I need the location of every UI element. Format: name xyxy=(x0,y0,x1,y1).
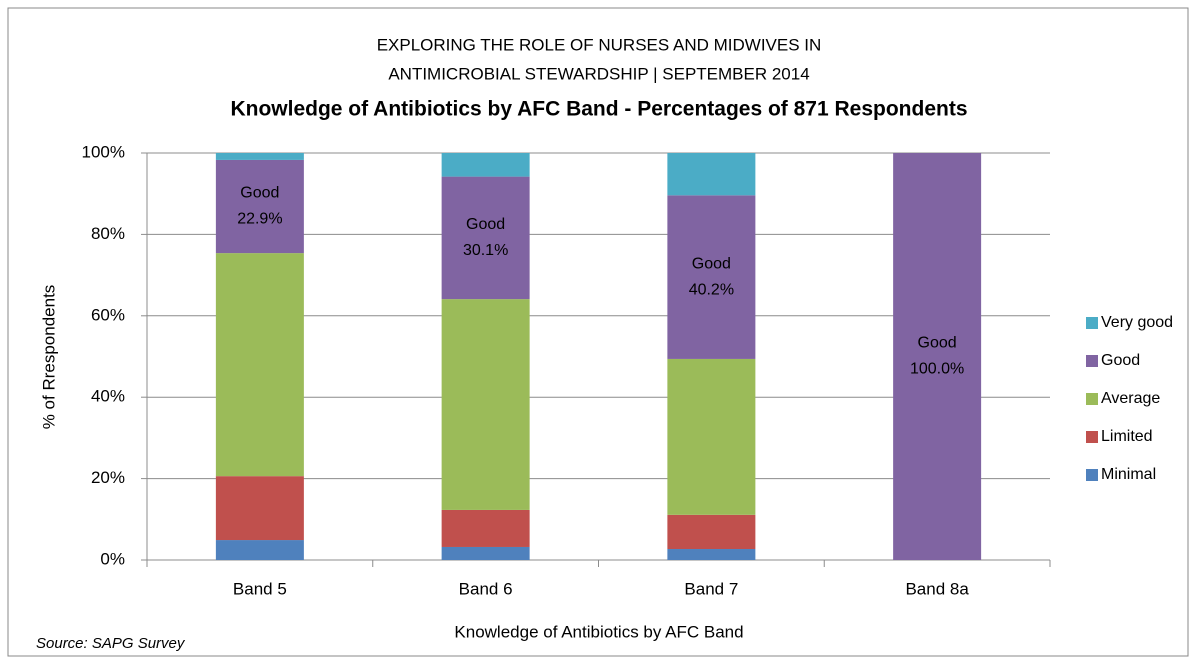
bar-segment xyxy=(441,176,530,300)
y-tick-label: 20% xyxy=(91,468,125,487)
legend-label: Very good xyxy=(1101,314,1173,331)
chart-title: ANTIMICROBIAL STEWARDSHIP | SEPTEMBER 20… xyxy=(388,64,809,83)
data-label-name: Good xyxy=(692,255,731,272)
bar-segment xyxy=(215,476,304,541)
y-tick-label: 80% xyxy=(91,224,125,243)
x-tick-label: Band 8a xyxy=(905,579,969,598)
bar-segment xyxy=(667,195,756,359)
x-tick-label: Band 6 xyxy=(459,579,513,598)
data-label: 100.0% xyxy=(910,361,964,378)
data-label: 40.2% xyxy=(689,281,734,298)
bar-segment xyxy=(441,546,530,560)
data-label-name: Good xyxy=(918,335,957,352)
bar-segment xyxy=(667,549,756,560)
chart-border xyxy=(7,7,1189,657)
bar-segment xyxy=(667,514,756,550)
bar-segment xyxy=(215,540,304,560)
legend-swatch xyxy=(1086,393,1098,405)
bar-segment xyxy=(215,153,304,160)
x-axis-label: Knowledge of Antibiotics by AFC Band xyxy=(454,622,743,641)
bar-segment xyxy=(441,153,530,177)
x-tick-label: Band 7 xyxy=(684,579,738,598)
chart-subtitle: Knowledge of Antibiotics by AFC Band - P… xyxy=(230,98,967,121)
source-note: Source: SAPG Survey xyxy=(36,635,186,652)
data-label: 22.9% xyxy=(237,211,282,228)
legend-label: Average xyxy=(1101,390,1160,407)
bar-segment xyxy=(441,299,530,510)
legend-swatch xyxy=(1086,431,1098,443)
legend-swatch xyxy=(1086,355,1098,367)
legend-swatch xyxy=(1086,469,1098,481)
bar-segment xyxy=(893,153,982,560)
y-tick-label: 0% xyxy=(100,549,125,568)
legend-label: Minimal xyxy=(1101,466,1156,483)
data-label-name: Good xyxy=(240,185,279,202)
data-label: 30.1% xyxy=(463,242,508,259)
legend-label: Limited xyxy=(1101,428,1153,445)
bar-segment xyxy=(215,253,304,477)
y-axis-label: % of Rrespondents xyxy=(39,285,58,430)
y-tick-label: 40% xyxy=(91,387,125,406)
bar-segment xyxy=(215,159,304,254)
data-label-name: Good xyxy=(466,216,505,233)
y-tick-label: 100% xyxy=(82,142,125,161)
chart-title: EXPLORING THE ROLE OF NURSES AND MIDWIVE… xyxy=(377,35,822,54)
x-tick-label: Band 5 xyxy=(233,579,287,598)
legend-swatch xyxy=(1086,317,1098,329)
legend-label: Good xyxy=(1101,352,1140,369)
bar-segment xyxy=(441,509,530,547)
y-tick-label: 60% xyxy=(91,305,125,324)
bar-segment xyxy=(667,153,756,196)
bar-segment xyxy=(667,358,756,515)
